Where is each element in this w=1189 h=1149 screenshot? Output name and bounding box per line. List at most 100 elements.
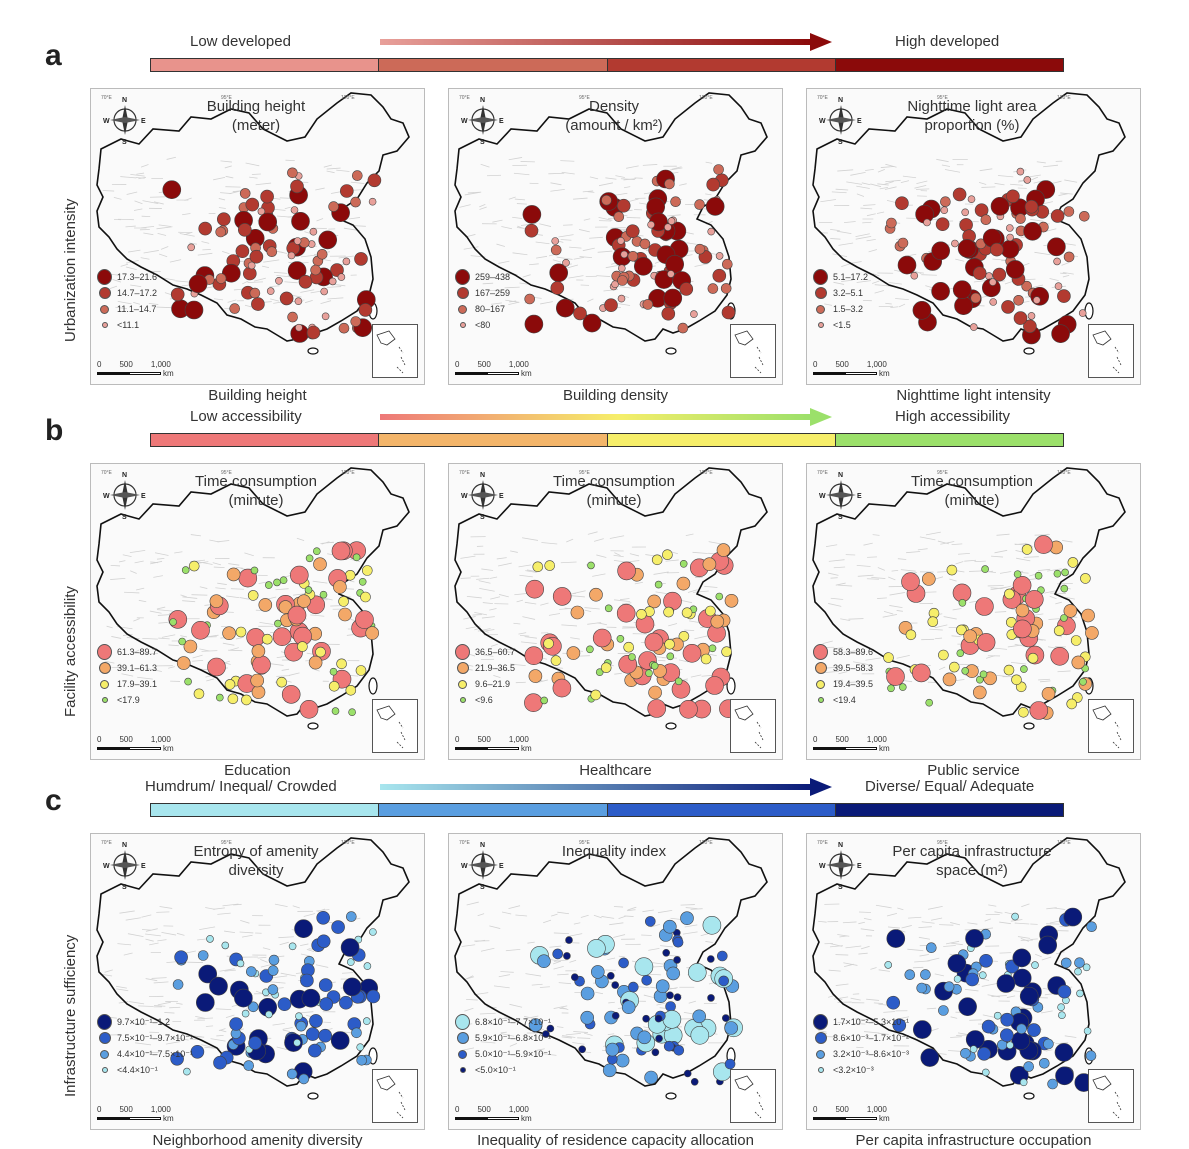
legend-dot bbox=[816, 1050, 825, 1059]
city-point bbox=[1054, 258, 1061, 265]
city-point bbox=[721, 283, 731, 293]
city-point bbox=[602, 195, 612, 205]
city-point bbox=[352, 171, 362, 181]
city-point bbox=[678, 323, 688, 333]
city-point bbox=[1028, 312, 1035, 319]
city-point bbox=[591, 965, 604, 978]
legend-label: 11.1–14.7 bbox=[117, 304, 156, 314]
map-caption: Nighttime light intensity bbox=[806, 387, 1141, 404]
city-point bbox=[277, 677, 287, 687]
city-point bbox=[1080, 678, 1087, 685]
legend-label: 14.7–17.2 bbox=[117, 288, 157, 298]
city-point bbox=[551, 282, 564, 295]
map-title: Inequality index bbox=[509, 842, 719, 861]
legend-item: <11.1 bbox=[97, 317, 157, 333]
city-point bbox=[674, 956, 681, 963]
compass-s: S bbox=[480, 514, 485, 520]
legend-label: 5.0×10⁻¹–5.9×10⁻¹ bbox=[475, 1049, 551, 1060]
legend-dot bbox=[102, 697, 108, 703]
city-point bbox=[533, 562, 543, 572]
city-point bbox=[643, 1015, 650, 1022]
compass-e: E bbox=[857, 493, 862, 500]
map-caption: Public service bbox=[806, 762, 1141, 779]
city-point bbox=[261, 190, 274, 203]
city-point bbox=[330, 668, 337, 675]
city-point bbox=[238, 223, 251, 236]
city-point bbox=[574, 307, 587, 320]
legend-item: <9.6 bbox=[455, 692, 515, 708]
city-point bbox=[525, 294, 535, 304]
legend-item: 19.4–39.5 bbox=[813, 676, 873, 692]
city-point bbox=[618, 562, 636, 580]
scalebar-label: 1,000 bbox=[867, 735, 887, 744]
city-point bbox=[1018, 707, 1028, 717]
city-point bbox=[928, 617, 938, 627]
legend-item: 36.5–60.7 bbox=[455, 644, 515, 660]
city-point bbox=[357, 1055, 367, 1065]
city-point bbox=[310, 228, 317, 235]
city-point bbox=[246, 198, 259, 211]
city-point bbox=[343, 978, 361, 996]
city-point bbox=[587, 939, 605, 957]
city-point bbox=[618, 295, 625, 302]
city-point bbox=[343, 258, 350, 265]
city-point bbox=[1031, 287, 1049, 305]
city-point bbox=[251, 674, 264, 687]
city-point bbox=[316, 647, 326, 657]
city-point bbox=[525, 315, 543, 333]
city-point bbox=[1075, 968, 1082, 975]
city-point bbox=[990, 299, 997, 306]
city-point bbox=[966, 929, 984, 947]
scalebar-unit: km bbox=[163, 744, 174, 753]
scalebar-label: 500 bbox=[477, 735, 490, 744]
city-point bbox=[622, 1001, 635, 1014]
city-point bbox=[563, 259, 570, 266]
city-point bbox=[246, 967, 256, 977]
legend-item: 4.4×10⁻¹–7.5×10⁻¹ bbox=[97, 1046, 193, 1062]
scalebar-label: 0 bbox=[97, 360, 101, 369]
legend-dot bbox=[818, 1067, 824, 1073]
scalebar-label: 0 bbox=[813, 360, 817, 369]
scalebar-label: 500 bbox=[477, 360, 490, 369]
city-point bbox=[339, 323, 349, 333]
city-point bbox=[605, 605, 612, 612]
legend-item: 5.9×10⁻¹–6.8×10⁻¹ bbox=[455, 1030, 551, 1046]
city-point bbox=[525, 224, 538, 237]
city-point bbox=[605, 299, 618, 312]
city-point bbox=[940, 197, 950, 207]
city-point bbox=[340, 185, 353, 198]
city-point bbox=[680, 700, 698, 718]
city-point bbox=[957, 650, 964, 657]
city-point bbox=[339, 608, 352, 621]
city-point bbox=[674, 994, 681, 1001]
city-point bbox=[990, 243, 1003, 256]
city-point bbox=[667, 271, 674, 278]
legend-dot bbox=[455, 269, 470, 285]
city-point bbox=[617, 199, 630, 212]
city-point bbox=[250, 288, 260, 298]
map-title-line2: (minute) bbox=[867, 491, 1077, 510]
legend-dot bbox=[813, 644, 828, 660]
legend-dot bbox=[458, 680, 467, 689]
legend-dot bbox=[815, 1032, 827, 1044]
city-point bbox=[708, 228, 715, 235]
city-point bbox=[920, 970, 930, 980]
legend-label: 19.4–39.5 bbox=[833, 679, 873, 689]
city-point bbox=[977, 633, 995, 651]
city-point bbox=[320, 591, 327, 598]
scale-band-1 bbox=[150, 803, 379, 817]
city-point bbox=[290, 566, 308, 584]
legend-dot bbox=[97, 1014, 112, 1030]
city-point bbox=[1056, 1067, 1074, 1085]
city-point bbox=[898, 256, 916, 274]
legend-label: 7.5×10⁻¹–9.7×10⁻¹ bbox=[117, 1033, 193, 1044]
city-point bbox=[551, 245, 561, 255]
inset-map bbox=[730, 699, 776, 753]
city-point bbox=[208, 658, 226, 676]
city-point bbox=[524, 694, 542, 712]
city-point bbox=[944, 982, 954, 992]
